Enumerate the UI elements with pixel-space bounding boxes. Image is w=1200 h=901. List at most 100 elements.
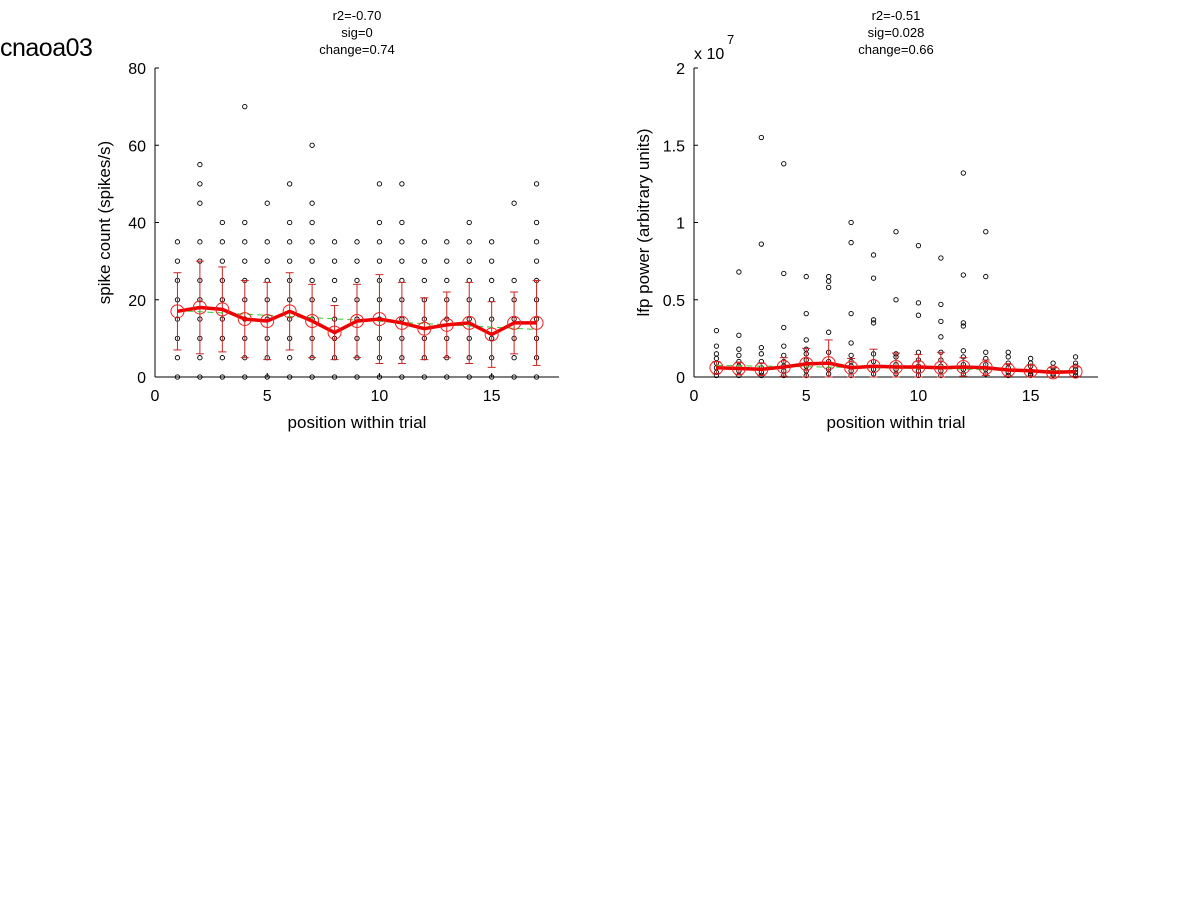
data-point [736,346,742,352]
data-point [915,349,922,355]
data-point [309,374,315,380]
mean-marker [350,313,364,328]
data-point [803,273,809,280]
data-point [331,277,338,284]
y-tick-label: 0.5 [663,293,685,310]
data-point [354,239,360,245]
data-point [870,252,877,258]
mean-marker [799,356,814,371]
data-point [287,258,293,264]
data-point [960,170,966,176]
x-tick-label: 10 [910,388,928,405]
data-point [264,374,270,380]
data-point [376,219,383,226]
y-tick-label: 0 [137,370,146,387]
data-point [960,323,966,329]
data-point [983,273,989,280]
data-point [511,277,517,284]
mean-marker [866,359,881,374]
data-point [399,258,405,264]
lfp-power-panel: r2=-0.51 sig=0.028 change=0.66 0 5 10 15 0 0.5 1 1… [634,8,1098,432]
data-point [893,229,899,235]
mean-marker [260,313,275,328]
data-point [848,239,854,246]
data-point [960,272,966,278]
data-point [938,255,944,261]
data-point [219,374,225,380]
y-tick-label: 2 [676,61,685,78]
data-point [444,277,450,284]
data-point [444,258,450,264]
data-point [197,374,203,380]
data-point [713,343,720,349]
data-point [736,269,742,275]
data-point [938,318,944,325]
data-point [219,239,225,245]
chart-title-line: sig=0 [341,25,372,40]
mean-marker [282,304,297,319]
x-tick-label: 10 [371,388,389,405]
x-axis-label: position within trial [827,413,966,432]
data-point [174,258,181,264]
data-point [376,258,383,264]
chart-title-line: change=0.66 [858,42,934,57]
x-tick-label: 0 [690,388,699,405]
data-point [915,243,922,249]
data-point [758,241,764,247]
data-point [489,277,495,284]
data-point [803,337,809,343]
data-point [309,142,315,148]
mean-marker [439,317,454,332]
data-point [287,219,293,226]
x-tick-label: 5 [802,388,811,405]
mean-marker [776,359,791,374]
data-point [197,355,203,361]
data-point [758,344,764,351]
mean-marker [731,361,746,376]
mean-marker [844,360,859,375]
data-point [1005,354,1011,360]
data-point [489,374,495,380]
y-tick-label: 60 [128,138,146,155]
data-point [376,374,383,380]
data-point [399,239,405,245]
data-point [354,374,360,380]
data-point [1072,354,1079,360]
data-point [309,200,315,206]
data-point [533,181,540,187]
data-point [466,258,472,264]
data-point [870,275,877,281]
data-point [533,258,540,264]
data-point [309,219,315,226]
data-point [781,270,787,277]
data-point [1050,360,1056,366]
data-point [870,320,877,326]
data-point [287,181,293,187]
data-point [287,239,293,245]
mean-marker [372,312,387,327]
data-point [915,312,922,318]
data-point [331,374,338,380]
data-point [489,239,495,245]
data-point [826,284,832,291]
data-point [736,332,742,338]
chart-title-line: r2=-0.70 [333,8,382,23]
data-point [511,374,517,380]
data-point [938,301,944,308]
y-axis-exponent-label: x 10 [694,46,724,63]
data-point [197,200,203,206]
data-point [960,348,966,354]
data-point [309,277,315,284]
data-point [713,355,720,362]
x-axis-label: position within trial [288,413,427,432]
data-point [174,355,181,361]
data-point [848,352,854,359]
data-point [264,258,270,264]
data-point [421,239,427,245]
data-point [197,239,203,245]
data-point [309,258,315,264]
data-point [511,200,517,206]
mean-marker [821,356,836,371]
data-point [331,258,338,264]
data-point [848,219,854,226]
